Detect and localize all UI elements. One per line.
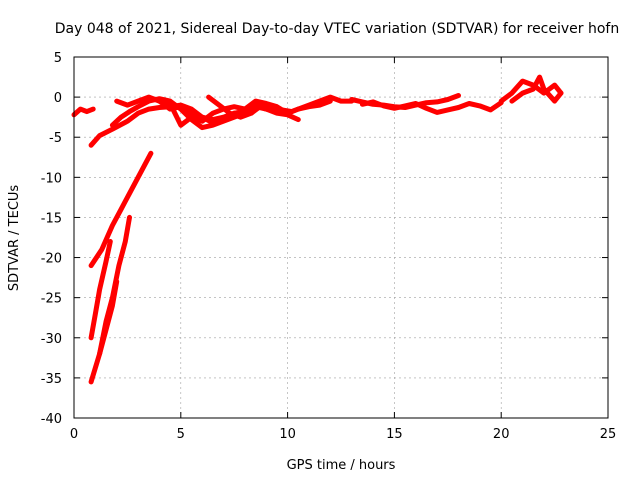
series-line-arc-3 — [109, 96, 248, 131]
label-layer: 0 5 10 15 20 25 5 0 -5 -10 -15 -20 -25 -30 -35 -40 — [41, 51, 617, 442]
chart-title: Day 048 of 2021, Sidereal Day-to-day VTE… — [55, 21, 619, 37]
series-line-arc-1 — [71, 106, 96, 118]
series-line-arc-11 — [88, 150, 154, 269]
y-tick-label: -25 — [41, 292, 62, 307]
x-tick-label: 0 — [70, 427, 78, 442]
y-tick-label: -20 — [41, 252, 62, 267]
series-line-arc-8 — [359, 99, 504, 115]
series-layer — [71, 74, 564, 385]
x-tick-label: 10 — [279, 427, 296, 442]
x-tick-label: 15 — [386, 427, 403, 442]
series-line-arc-6 — [206, 94, 295, 120]
y-axis-title: SDTVAR / TECUs — [7, 185, 22, 292]
y-tick-label: -15 — [41, 211, 62, 226]
grid-layer — [74, 57, 608, 418]
plot-frame — [73, 56, 609, 419]
y-tick-label: 5 — [54, 51, 62, 66]
x-axis-title: GPS time / hours — [287, 458, 396, 473]
y-tick-label: -40 — [41, 412, 62, 427]
tick-layer — [73, 56, 609, 419]
x-tick-label: 5 — [177, 427, 185, 442]
y-tick-label: -5 — [49, 131, 62, 146]
series-line-arc-10 — [509, 74, 564, 104]
y-tick-label: 0 — [54, 91, 62, 106]
series-line-arc-14 — [97, 214, 132, 357]
x-tick-label: 20 — [493, 427, 510, 442]
y-tick-label: -35 — [41, 372, 62, 387]
x-tick-label: 25 — [600, 427, 617, 442]
series-line-arc-5 — [156, 94, 355, 128]
series-line-arc-12 — [88, 239, 113, 341]
y-tick-label: -10 — [41, 171, 62, 186]
y-tick-label: -30 — [41, 332, 62, 347]
